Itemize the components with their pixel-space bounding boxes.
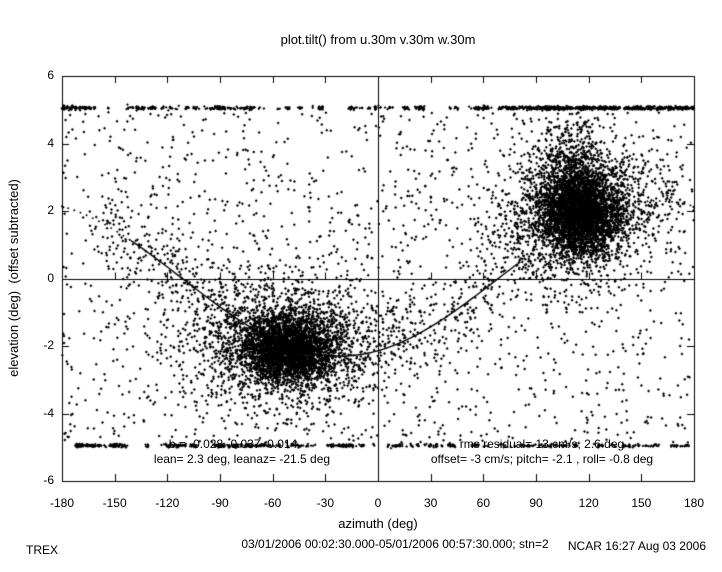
y-tick-label: 4 [47,135,54,150]
plot-title: plot.tilt() from u.30m v.30m w.30m [280,32,476,47]
annotation-offset-pitch-roll: offset= -3 cm/s; pitch= -2.1 , roll= -0.… [430,452,654,466]
footer-site-label: TREX [26,543,59,557]
footer-timerange-label: 03/01/2006 00:02:30.000-05/01/2006 00:57… [241,537,549,551]
x-tick-label: -90 [211,496,229,510]
y-tick-label: -2 [43,338,54,352]
x-tick-label: -30 [316,496,334,510]
footer-timestamp-label: NCAR 16:27 Aug 03 2006 [567,539,706,553]
x-tick-label: -150 [102,496,127,510]
x-tick-label: -180 [49,496,75,510]
y-tick-label: 2 [47,203,54,217]
annotation-rms-residual: rms residual= 13 cm/s, 2.6 deg [459,437,625,451]
x-axis-label: azimuth (deg) [338,516,418,531]
x-tick-label: -120 [155,496,180,510]
y-tick-label: -6 [43,473,54,487]
annotation-lean: lean= 2.3 deg, leanaz= -21.5 deg [153,452,331,466]
x-tick-label: 120 [578,496,599,510]
y-tick-label: -4 [43,405,54,420]
x-tick-label: 30 [423,496,438,510]
x-tick-label: 90 [529,496,543,510]
y-tick-label: 0 [47,270,54,285]
x-tick-label: 0 [374,496,382,510]
y-tick-label: 6 [47,68,54,82]
annotation-b-coefficients: b = -0.028 -0.037 0.014 [168,437,298,451]
x-tick-label: 180 [683,496,705,510]
x-tick-label: -60 [263,496,282,510]
x-tick-label: 150 [631,496,652,510]
x-tick-label: 60 [476,496,491,510]
